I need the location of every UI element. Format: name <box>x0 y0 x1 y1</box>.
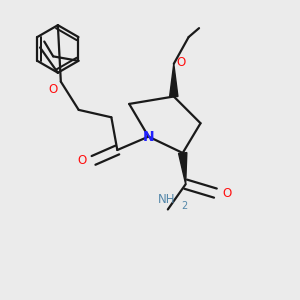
Text: NH: NH <box>158 194 175 206</box>
Text: 2: 2 <box>181 201 188 211</box>
Text: N: N <box>143 130 154 144</box>
Text: O: O <box>177 56 186 69</box>
Text: O: O <box>78 154 87 167</box>
Text: O: O <box>49 83 58 96</box>
Polygon shape <box>169 64 178 97</box>
Text: O: O <box>222 187 231 200</box>
Polygon shape <box>178 153 187 184</box>
